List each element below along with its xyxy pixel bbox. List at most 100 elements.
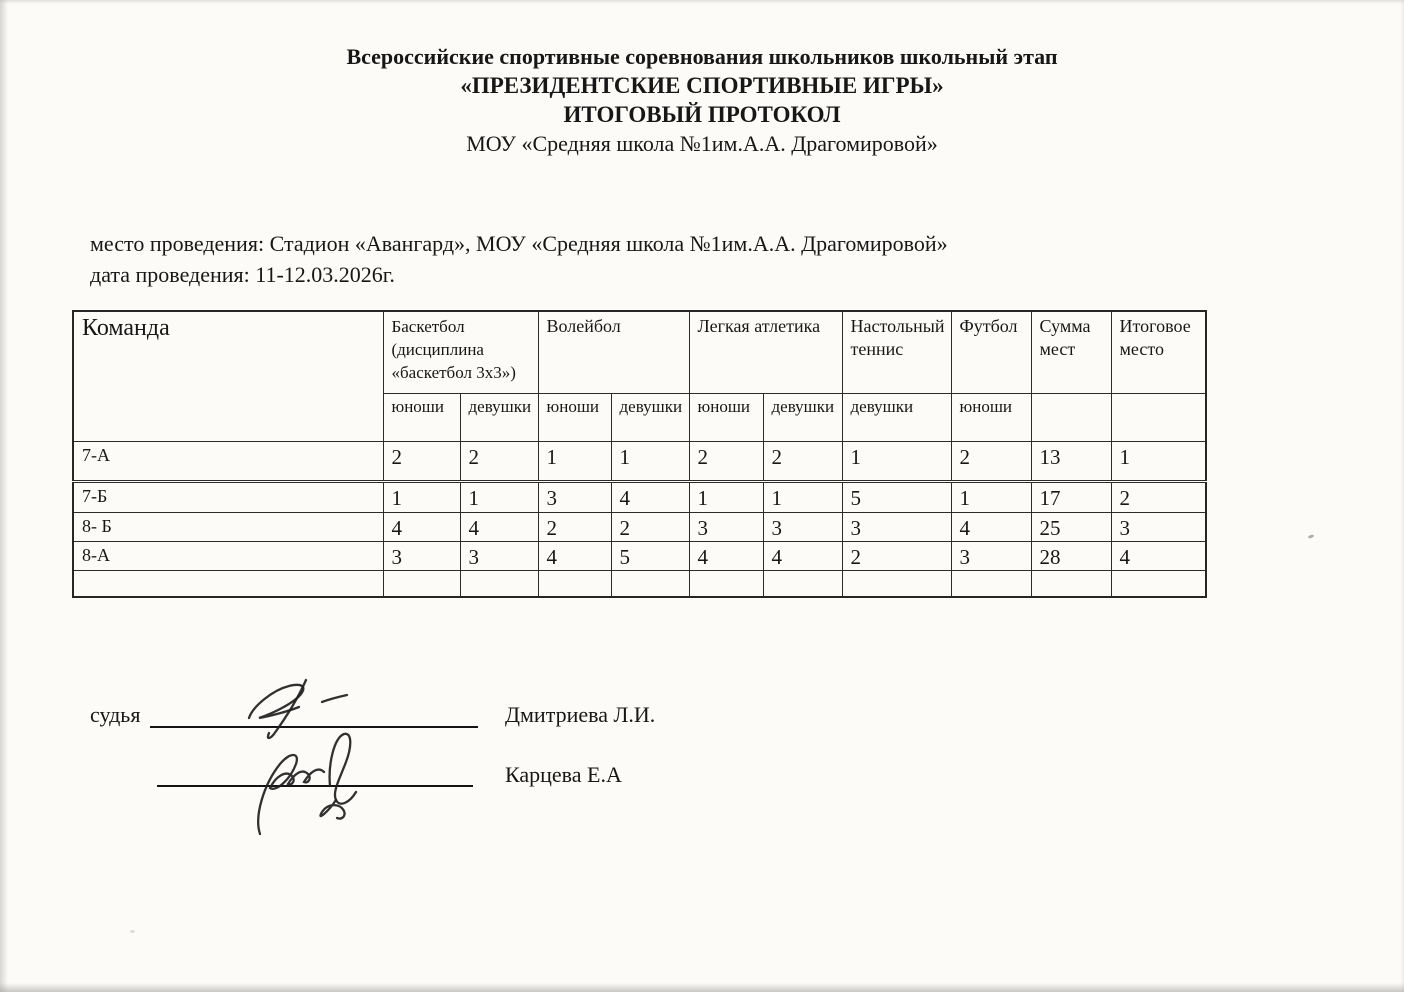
result-cell: 3 bbox=[841, 511, 952, 542]
team-cell: 8-А bbox=[72, 540, 384, 571]
table-row-7b: 7-Б 1 1 3 4 1 1 5 1 17 2 bbox=[72, 480, 1207, 513]
result-cell: 2 bbox=[382, 440, 461, 483]
empty-cell bbox=[762, 569, 843, 598]
empty-cell bbox=[1030, 569, 1112, 598]
empty-cell bbox=[610, 569, 690, 598]
judge-label: судья bbox=[90, 702, 141, 727]
result-cell: 4 bbox=[382, 511, 461, 542]
subheader-tabletennis-girls: девушки bbox=[841, 392, 952, 442]
result-cell: 1 bbox=[762, 480, 843, 513]
header-basketball: Баскетбол (дисциплина «баскетбол 3х3») bbox=[382, 310, 539, 394]
result-cell: 4 bbox=[459, 511, 539, 542]
result-cell: 5 bbox=[610, 540, 690, 571]
place-cell: 3 bbox=[1110, 511, 1207, 542]
result-cell: 4 bbox=[950, 511, 1032, 542]
header-athletics: Легкая атлетика bbox=[688, 310, 843, 394]
meta-block: место проведения: Стадион «Авангард», МО… bbox=[90, 228, 948, 290]
team-cell: 7-Б bbox=[72, 480, 384, 513]
subheader-athletics-girls: девушки bbox=[762, 392, 843, 442]
result-cell: 1 bbox=[382, 480, 461, 513]
result-cell: 2 bbox=[950, 440, 1032, 483]
place-cell: 1 bbox=[1110, 440, 1207, 483]
sum-cell: 13 bbox=[1030, 440, 1112, 483]
result-cell: 3 bbox=[459, 540, 539, 571]
result-cell: 2 bbox=[762, 440, 843, 483]
result-cell: 1 bbox=[459, 480, 539, 513]
team-cell: 8- Б bbox=[72, 511, 384, 542]
document-title-block: Всероссийские спортивные соревнования шк… bbox=[0, 42, 1404, 158]
result-cell: 3 bbox=[762, 511, 843, 542]
sum-cell: 17 bbox=[1030, 480, 1112, 513]
empty-cell bbox=[537, 569, 612, 598]
scan-edge-shadow-left bbox=[0, 0, 8, 992]
empty-cell bbox=[382, 569, 461, 598]
scan-edge-shadow-bottom bbox=[0, 983, 1404, 992]
title-line-competition: Всероссийские спортивные соревнования шк… bbox=[346, 44, 1058, 69]
header-team: Команда bbox=[72, 310, 384, 442]
table-row-8a: 8-А 3 3 4 5 4 4 2 3 28 4 bbox=[72, 540, 1207, 571]
table-row-7a: 7-А 2 2 1 1 2 2 1 2 13 1 bbox=[72, 440, 1207, 483]
result-cell: 2 bbox=[537, 511, 612, 542]
result-cell: 4 bbox=[537, 540, 612, 571]
header-final-place: Итоговое место bbox=[1110, 310, 1207, 394]
subheader-basketball-girls: девушки bbox=[459, 392, 539, 442]
judge-name-2: Карцева Е.А bbox=[505, 762, 622, 787]
scan-speck bbox=[130, 930, 135, 933]
result-cell: 3 bbox=[950, 540, 1032, 571]
result-cell: 1 bbox=[537, 440, 612, 483]
empty-cell bbox=[841, 569, 952, 598]
result-cell: 3 bbox=[688, 511, 764, 542]
results-table: Команда Баскетбол (дисциплина «баскетбол… bbox=[72, 310, 1208, 598]
table-header-row-groups: Команда Баскетбол (дисциплина «баскетбол… bbox=[72, 310, 1207, 442]
header-football: Футбол bbox=[950, 310, 1032, 394]
result-cell: 1 bbox=[841, 440, 952, 483]
table-row-empty bbox=[72, 569, 1207, 598]
subheader-football-boys: юноши bbox=[950, 392, 1032, 442]
result-cell: 3 bbox=[537, 480, 612, 513]
date-line: дата проведения: 11-12.03.2026г. bbox=[90, 262, 395, 287]
header-sum: Сумма мест bbox=[1030, 310, 1112, 394]
judge-name-1: Дмитриева Л.И. bbox=[505, 702, 656, 727]
table-header-row-gender: юноши девушки юноши девушки юноши девушк… bbox=[73, 392, 1207, 442]
signature-line-1 bbox=[150, 726, 478, 728]
place-cell: 2 bbox=[1110, 480, 1207, 513]
result-cell: 4 bbox=[610, 480, 690, 513]
title-line-games: «ПРЕЗИДЕНТСКИЕ СПОРТИВНЫЕ ИГРЫ» bbox=[460, 73, 944, 98]
header-table-tennis: Настольный теннис bbox=[841, 310, 952, 394]
result-cell: 2 bbox=[610, 511, 690, 542]
scan-edge-shadow-right bbox=[1400, 0, 1404, 992]
judge-signature-1 bbox=[247, 678, 349, 740]
result-cell: 2 bbox=[688, 440, 764, 483]
result-cell: 2 bbox=[459, 440, 539, 483]
team-cell: 7-А bbox=[72, 440, 384, 483]
place-cell: 4 bbox=[1110, 540, 1207, 571]
scan-edge-shadow-top bbox=[0, 0, 1404, 4]
result-cell: 4 bbox=[762, 540, 843, 571]
signature-line-2 bbox=[157, 785, 473, 787]
table-row-8b: 8- Б 4 4 2 2 3 3 3 4 25 3 bbox=[72, 511, 1207, 542]
result-cell: 1 bbox=[950, 480, 1032, 513]
subheader-volleyball-girls: девушки bbox=[610, 392, 690, 442]
empty-cell bbox=[950, 569, 1032, 598]
subheader-sum-empty bbox=[1030, 392, 1112, 442]
empty-cell bbox=[688, 569, 764, 598]
empty-cell bbox=[72, 569, 384, 598]
result-cell: 1 bbox=[688, 480, 764, 513]
empty-cell bbox=[1110, 569, 1207, 598]
header-volleyball: Волейбол bbox=[537, 310, 690, 394]
subheader-place-empty bbox=[1110, 392, 1207, 442]
sum-cell: 28 bbox=[1030, 540, 1112, 571]
empty-cell bbox=[459, 569, 539, 598]
subheader-basketball-boys: юноши bbox=[382, 392, 461, 442]
venue-line: место проведения: Стадион «Авангард», МО… bbox=[90, 231, 948, 256]
title-line-protocol: ИТОГОВЫЙ ПРОТОКОЛ bbox=[563, 102, 841, 127]
result-cell: 1 bbox=[610, 440, 690, 483]
subheader-athletics-boys: юноши bbox=[688, 392, 764, 442]
subheader-volleyball-boys: юноши bbox=[537, 392, 612, 442]
result-cell: 2 bbox=[841, 540, 952, 571]
sum-cell: 25 bbox=[1030, 511, 1112, 542]
scan-speck bbox=[1307, 534, 1315, 539]
judge-signature-2 bbox=[257, 732, 358, 836]
result-cell: 5 bbox=[841, 480, 952, 513]
